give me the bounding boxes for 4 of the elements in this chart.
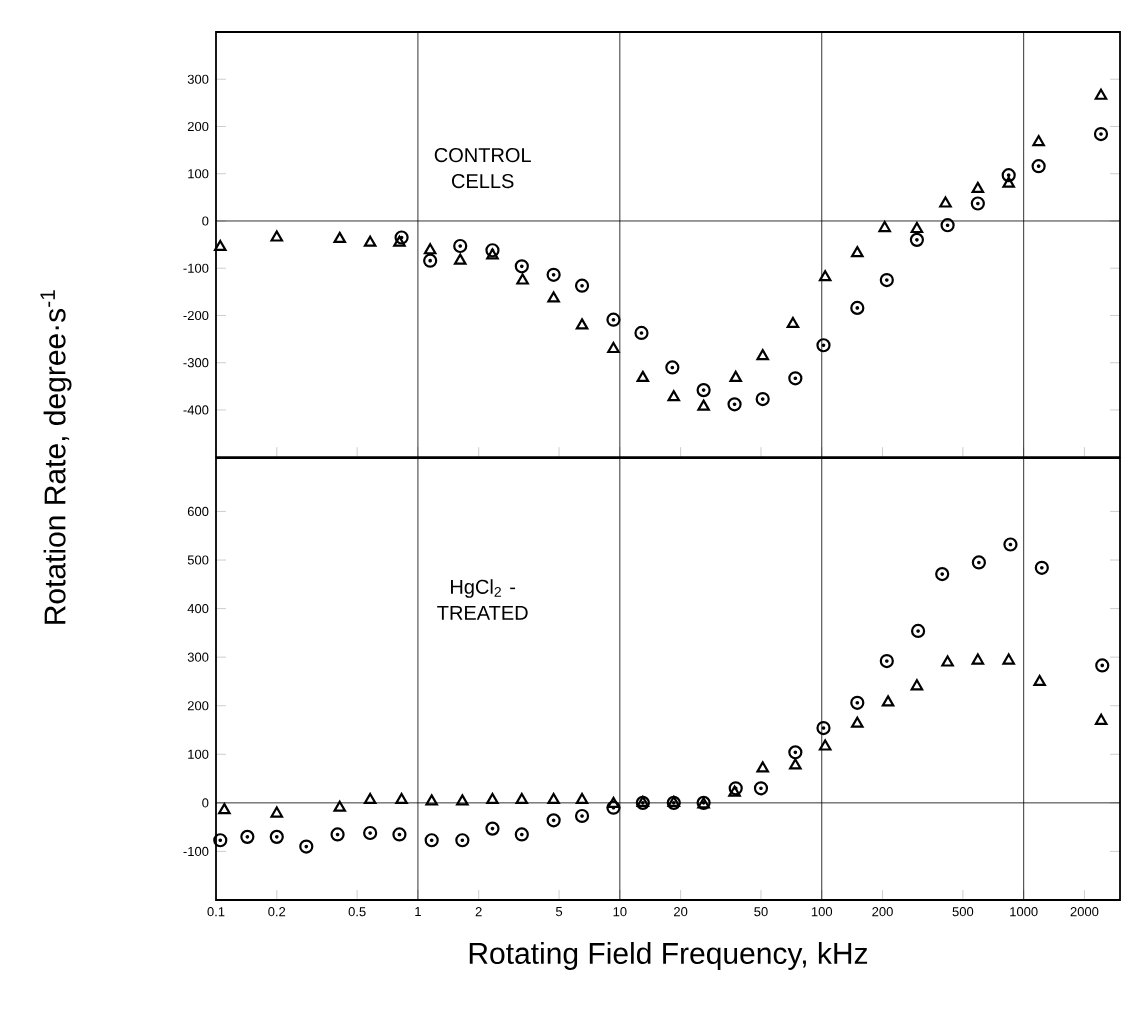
x-axis-title: Rotating Field Frequency, kHz: [469, 942, 868, 970]
y-axis-title: Rotation Rate, degree·s$^{-1}$: [40, 290, 72, 624]
annotation: CONTROL CELLS: [434, 147, 531, 189]
annotation: HgCl$_{2}$ - TREATED: [437, 579, 528, 620]
